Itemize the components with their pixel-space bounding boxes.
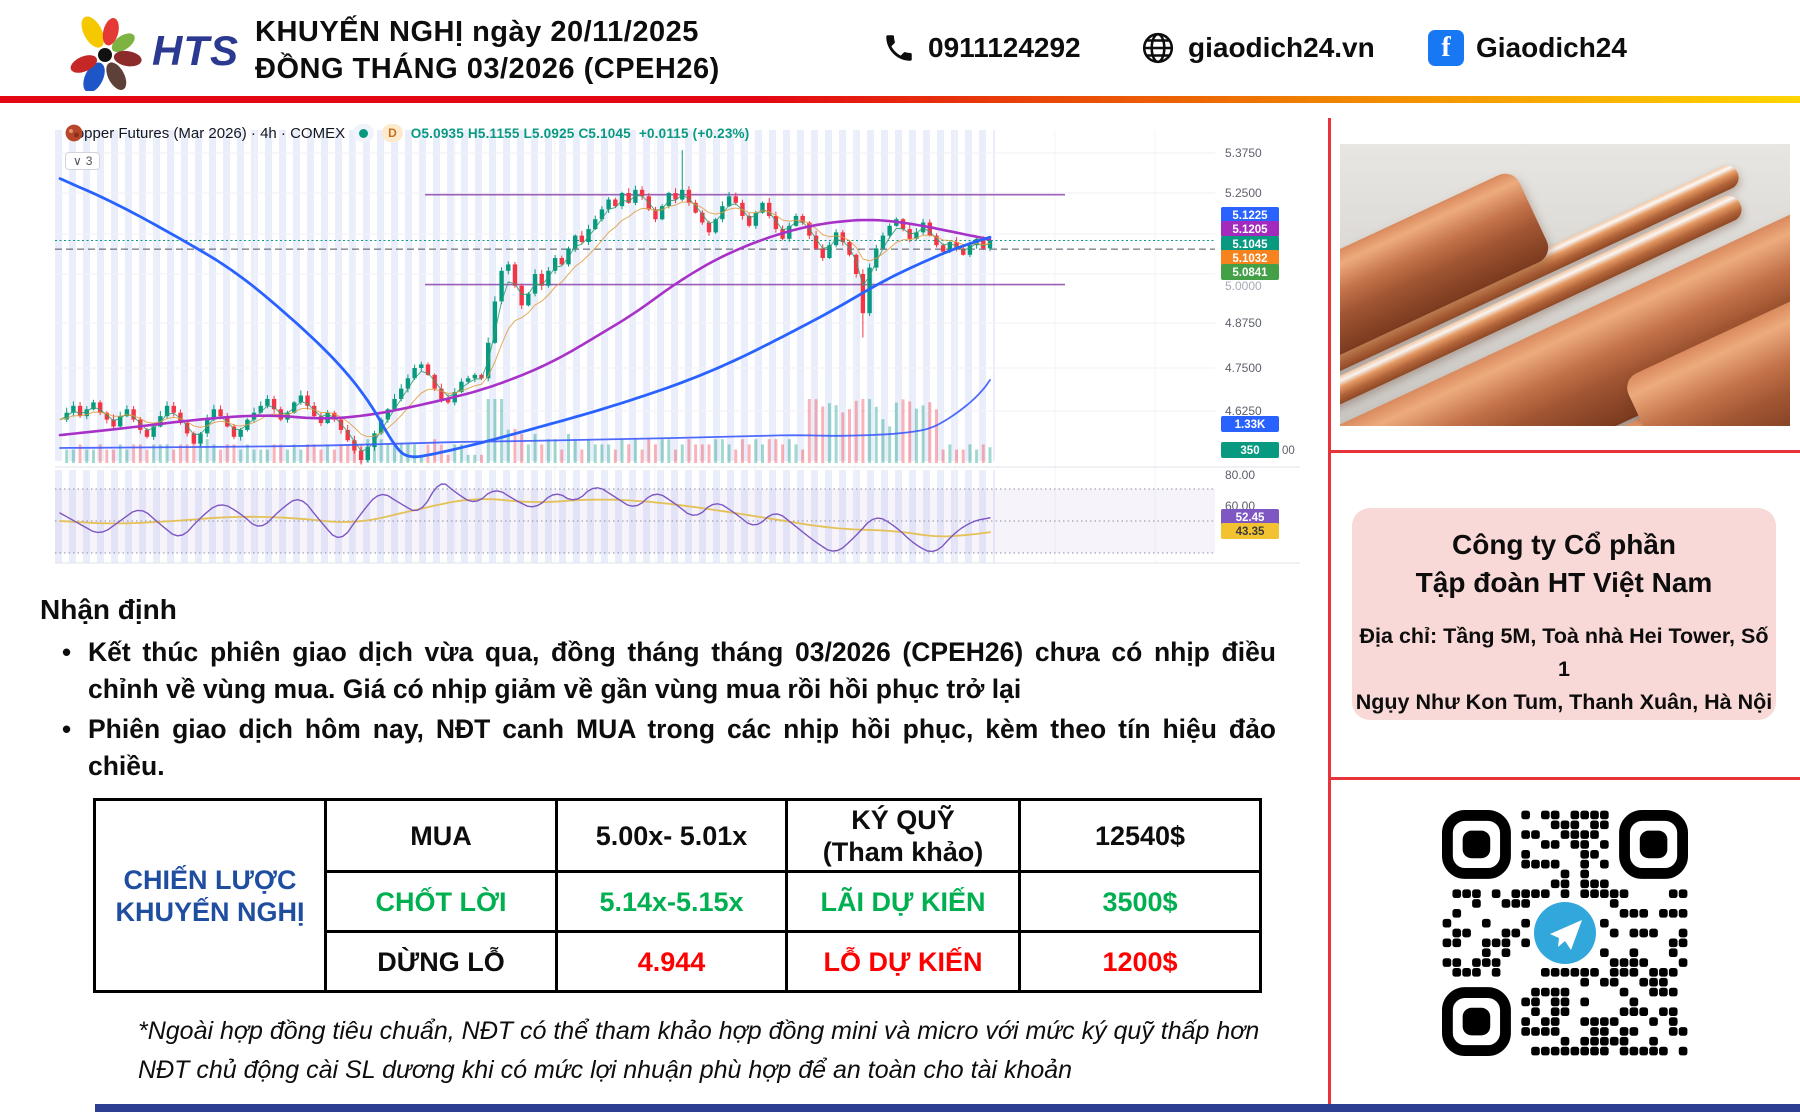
svg-text:5.1205: 5.1205	[1232, 224, 1268, 236]
change-value: +0.0115 (+0.23%)	[638, 125, 750, 141]
analysis-bullet-list: Kết thúc phiên giao dịch vừa qua, đồng t…	[58, 634, 1276, 788]
page-title-line1: KHUYẾN NGHỊ ngày 20/11/2025	[255, 16, 699, 48]
svg-text:5.1225: 5.1225	[1232, 210, 1268, 222]
cell-takeprofit-label: CHỐT LỜI	[324, 870, 558, 933]
cell-takeprofit-zone: 5.14x-5.15x	[555, 870, 788, 933]
candlestick-chart-canvas: 5.3750 5.2500 5.0000 4.8750 4.7500 4.6250 80.0…	[55, 130, 1300, 564]
footnote-line1: *Ngoài hợp đồng tiêu chuẩn, NĐT có thể t…	[138, 1017, 1260, 1045]
svg-text:1.33K: 1.33K	[1235, 419, 1266, 431]
telegram-qr-code	[1442, 810, 1688, 1056]
svg-text:52.45: 52.45	[1236, 512, 1265, 524]
interval-badge[interactable]: D	[382, 124, 403, 142]
svg-text:00: 00	[1282, 445, 1295, 457]
margin-label-line1: KÝ QUỸ	[851, 804, 955, 835]
svg-text:350: 350	[1240, 445, 1259, 457]
facebook-icon: f	[1428, 30, 1464, 66]
header: HTS KHUYẾN NGHỊ ngày 20/11/2025 ĐỒNG THÁ…	[0, 0, 1800, 96]
ohlc-values: O5.0935 H5.1155 L5.0925 C5.1045	[410, 125, 631, 141]
cell-stoploss-value: 4.944	[555, 930, 788, 993]
strategy-label-line2: KHUYẾN NGHỊ	[115, 896, 305, 927]
svg-text:5.0000: 5.0000	[1225, 279, 1262, 293]
company-address-line1: Địa chỉ: Tầng 5M, Toà nhà Hei Tower, Số …	[1359, 624, 1769, 681]
hts-logo-text: HTS	[152, 27, 239, 74]
contact-facebook: f Giaodich24	[1428, 0, 1627, 96]
svg-text:5.0841: 5.0841	[1232, 267, 1268, 279]
cell-buy-zone: 5.00x- 5.01x	[555, 798, 788, 873]
hts-logo: HTS	[62, 12, 262, 91]
bottom-accent-bar	[95, 1104, 1800, 1112]
chevron-down-icon: ∨	[73, 154, 82, 168]
section-divider-1	[1331, 450, 1800, 453]
company-name: Công ty Cổ phần Tập đoàn HT Việt Nam	[1352, 526, 1776, 602]
indicators-collapse-button[interactable]: ∨ 3	[65, 152, 101, 170]
phone-number: 0911124292	[928, 32, 1081, 63]
indicators-count: 3	[85, 154, 93, 168]
company-name-line1: Công ty Cổ phần	[1452, 529, 1676, 560]
company-address: Địa chỉ: Tầng 5M, Toà nhà Hei Tower, Số …	[1352, 620, 1776, 719]
analysis-bullet-2: Phiên giao dịch hôm nay, NĐT canh MUA tr…	[58, 711, 1276, 785]
page-title-line2: ĐỒNG THÁNG 03/2026 (CPEH26)	[255, 53, 720, 85]
phone-icon	[886, 35, 912, 61]
company-card: Công ty Cổ phần Tập đoàn HT Việt Nam Địa…	[1352, 508, 1776, 720]
chart-symbol-text: Copper Futures (Mar 2026) · 4h · COMEX	[65, 124, 346, 142]
contact-phone: 0911124292	[882, 0, 1081, 96]
cell-margin-value: 12540$	[1018, 798, 1262, 873]
facebook-name: Giaodich24	[1476, 32, 1627, 63]
svg-text:43.35: 43.35	[1236, 526, 1265, 538]
header-gradient-divider	[0, 96, 1800, 103]
website-text: giaodich24.vn	[1188, 32, 1375, 63]
cell-stoploss-label: DỪNG LỖ	[324, 930, 558, 993]
telegram-plane-icon	[1550, 920, 1582, 950]
cell-profit-value: 3500$	[1018, 870, 1262, 933]
footnotes: *Ngoài hợp đồng tiêu chuẩn, NĐT có thể t…	[138, 1012, 1268, 1090]
cell-profit-label: LÃI DỰ KIẾN	[785, 870, 1021, 933]
market-open-dot-icon	[359, 128, 369, 138]
right-panel-border	[1328, 118, 1331, 1112]
qr-code-canvas	[1442, 810, 1688, 1056]
svg-text:5.3750: 5.3750	[1225, 146, 1262, 160]
market-status-pill	[353, 124, 375, 142]
svg-text:80.00: 80.00	[1225, 468, 1255, 482]
section-divider-2	[1331, 777, 1800, 780]
strategy-header-cell: CHIẾN LƯỢC KHUYẾN NGHỊ	[93, 798, 327, 993]
strategy-label-line1: CHIẾN LƯỢC	[123, 864, 297, 895]
company-address-line2: Ngụy Như Kon Tum, Thanh Xuân, Hà Nội	[1355, 690, 1773, 714]
analysis-heading: Nhận định	[40, 594, 177, 625]
globe-icon	[1142, 32, 1174, 64]
hts-flower-icon	[70, 16, 142, 91]
contact-website: giaodich24.vn	[1140, 0, 1375, 96]
cell-buy-label: MUA	[324, 798, 558, 873]
cell-loss-label: LỖ DỰ KIẾN	[785, 930, 1021, 993]
cell-loss-value: 1200$	[1018, 930, 1262, 993]
copper-product-image	[1340, 144, 1790, 426]
price-chart: 5.3750 5.2500 5.0000 4.8750 4.7500 4.6250 80.0…	[55, 118, 1300, 565]
footnote-line2: NĐT chủ động cài SL dương khi có mức lợi…	[138, 1056, 1073, 1084]
company-name-line2: Tập đoàn HT Việt Nam	[1415, 567, 1713, 598]
svg-text:4.6250: 4.6250	[1225, 404, 1262, 418]
chart-legend: Copper Futures (Mar 2026) · 4h · COMEX D…	[65, 124, 749, 142]
analysis-bullet-1: Kết thúc phiên giao dịch vừa qua, đồng t…	[58, 634, 1276, 708]
svg-text:5.2500: 5.2500	[1225, 186, 1262, 200]
page-title: KHUYẾN NGHỊ ngày 20/11/2025 ĐỒNG THÁNG 0…	[255, 14, 720, 88]
strategy-table: CHIẾN LƯỢC KHUYẾN NGHỊ MUA 5.00x- 5.01x …	[93, 798, 1262, 993]
copper-symbol-icon	[65, 124, 83, 142]
svg-text:4.7500: 4.7500	[1225, 361, 1262, 375]
svg-text:5.1032: 5.1032	[1232, 253, 1267, 265]
cell-margin-label: KÝ QUỸ (Tham khảo)	[785, 798, 1021, 873]
svg-text:5.1045: 5.1045	[1232, 239, 1268, 251]
margin-label-line2: (Tham khảo)	[822, 836, 984, 867]
svg-text:4.8750: 4.8750	[1225, 316, 1262, 330]
